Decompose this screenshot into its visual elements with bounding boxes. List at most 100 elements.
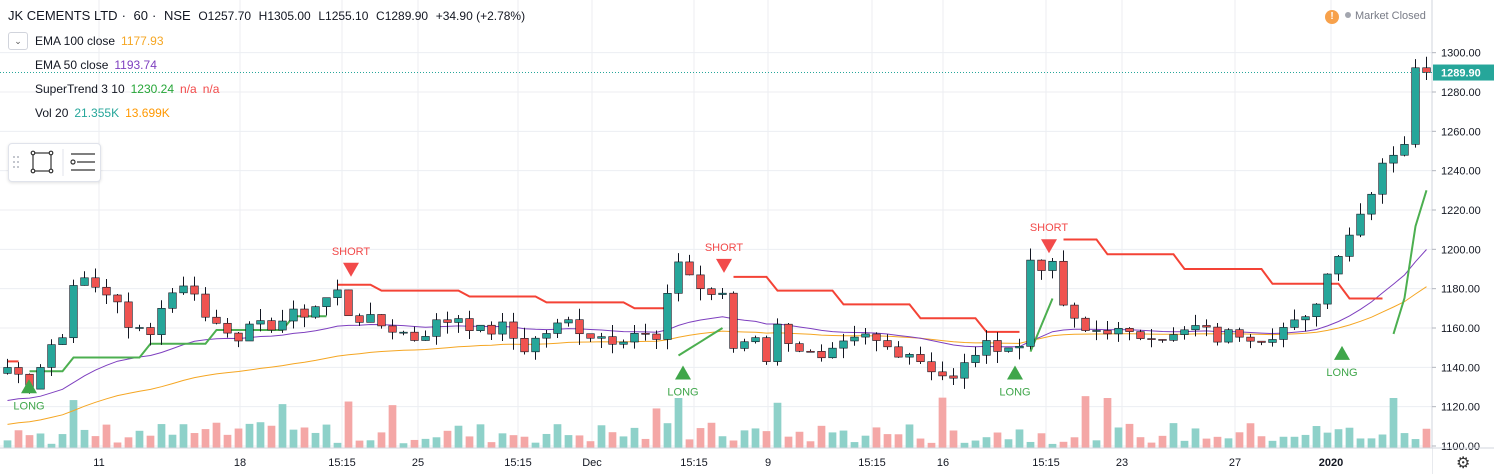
ema100-path	[7, 286, 1427, 425]
volume-bar	[641, 438, 650, 448]
y-tick-label: 1180.00	[1441, 284, 1480, 296]
x-tick-label: 16	[937, 457, 949, 469]
volume-bar	[1257, 436, 1266, 448]
candle-body	[619, 341, 628, 345]
volume-bar	[91, 436, 100, 448]
volume-bar	[971, 440, 980, 448]
candle-body	[1367, 193, 1376, 215]
warning-icon[interactable]: !	[1325, 10, 1339, 24]
volume-bar	[1147, 442, 1156, 448]
sep: ·	[152, 8, 157, 23]
candle-body	[1279, 327, 1288, 340]
indicator-ema50[interactable]: EMA 50 close 1193.74	[35, 58, 163, 72]
supertrend-segment	[677, 327, 724, 357]
indicator-volume[interactable]: Vol 20 21.355K 13.699K	[35, 106, 176, 120]
volume-bar	[322, 424, 331, 448]
x-tick-label: 23	[1116, 457, 1128, 469]
volume-bar	[3, 440, 12, 448]
short-signal-marker	[716, 258, 732, 273]
volume-bar	[245, 423, 254, 448]
x-tick-label: Dec	[582, 457, 602, 469]
x-tick-label: 15:15	[328, 457, 356, 469]
volume-bar	[113, 442, 122, 448]
volume-bar	[267, 425, 276, 448]
volume-bar	[575, 435, 584, 448]
volume-bar	[432, 437, 441, 448]
candle-body	[916, 354, 925, 363]
candle-body	[1136, 331, 1145, 339]
x-tick-label: 11	[93, 457, 104, 469]
candle-body	[311, 306, 320, 318]
indicator-supertrend[interactable]: SuperTrend 3 10 1230.24 n/a n/a	[35, 82, 225, 96]
candle-body	[388, 325, 397, 333]
close-value: C1289.90	[376, 9, 429, 23]
candle-body	[1081, 317, 1090, 331]
volume-bars	[3, 396, 1431, 448]
candle-body	[883, 340, 892, 348]
candle-body	[432, 319, 441, 337]
volume-bar	[1114, 427, 1123, 448]
volume-bar	[993, 432, 1002, 448]
candle-body	[80, 277, 89, 286]
volume-bar	[1158, 435, 1167, 448]
candle-body	[707, 288, 716, 295]
volume-bar	[872, 427, 881, 448]
market-status: ! Market Closed	[1325, 10, 1426, 24]
volume-bar	[608, 432, 617, 448]
volume-bar	[157, 424, 166, 448]
candle-body	[146, 327, 155, 335]
x-tick-label: 15:15	[858, 457, 886, 469]
candle-body	[1147, 338, 1156, 340]
volume-bar	[1026, 441, 1035, 448]
symbol-header: JK CEMENTS LTD · 60 · NSE O1257.70 H1305.0…	[8, 8, 529, 23]
symbol-name[interactable]: JK CEMENTS LTD	[8, 8, 118, 23]
volume-bar	[1400, 433, 1409, 448]
volume-bar	[1422, 428, 1431, 448]
long-signal-marker	[1007, 365, 1023, 380]
status-dot-icon	[1345, 12, 1351, 18]
high-value: H1305.00	[258, 9, 311, 23]
volume-bar	[685, 439, 694, 448]
volume-bar	[1202, 438, 1211, 448]
indicator-ema100[interactable]: EMA 100 close 1177.93	[35, 34, 170, 48]
drag-handle-icon[interactable]	[13, 156, 19, 168]
candle-body	[1026, 259, 1035, 347]
volume-bar	[333, 442, 342, 448]
candle-body	[256, 320, 265, 325]
rectangle-tool-icon[interactable]	[30, 150, 54, 174]
candle-body	[509, 321, 518, 339]
volume-bar	[201, 429, 210, 448]
candle-body	[795, 343, 804, 352]
volume-bar	[850, 442, 859, 448]
volume-bar	[762, 431, 771, 448]
gear-icon[interactable]: ⚙	[1456, 455, 1471, 472]
candle-body	[1158, 339, 1167, 341]
collapse-legend-button[interactable]: ⌄	[8, 32, 28, 50]
short-signal-label: SHORT	[332, 246, 371, 258]
y-tick-label: 1240.00	[1441, 166, 1481, 178]
volume-bar	[69, 400, 78, 448]
candle-body	[575, 319, 584, 335]
candle-body	[850, 336, 859, 342]
volume-bar	[1246, 423, 1255, 448]
candle-body	[1235, 329, 1244, 338]
candle-body	[608, 336, 617, 345]
candle-body	[135, 327, 144, 329]
candle-body	[102, 286, 111, 296]
y-tick-label: 1100.00	[1441, 441, 1480, 453]
interval[interactable]: 60	[133, 8, 148, 23]
volume-bar	[1169, 423, 1178, 448]
candle-body	[894, 346, 903, 358]
menu-lines-icon[interactable]	[70, 153, 95, 171]
candle-body	[685, 261, 694, 276]
long-signal-marker	[1334, 345, 1350, 360]
candle-body	[960, 362, 969, 379]
volume-bar	[256, 422, 265, 448]
candle-body	[36, 367, 45, 390]
volume-bar	[443, 430, 452, 448]
volume-bar	[828, 432, 837, 448]
candle-body	[1015, 346, 1024, 349]
y-tick-label: 1140.00	[1441, 362, 1480, 374]
indicator-name: Vol 20	[35, 106, 69, 120]
